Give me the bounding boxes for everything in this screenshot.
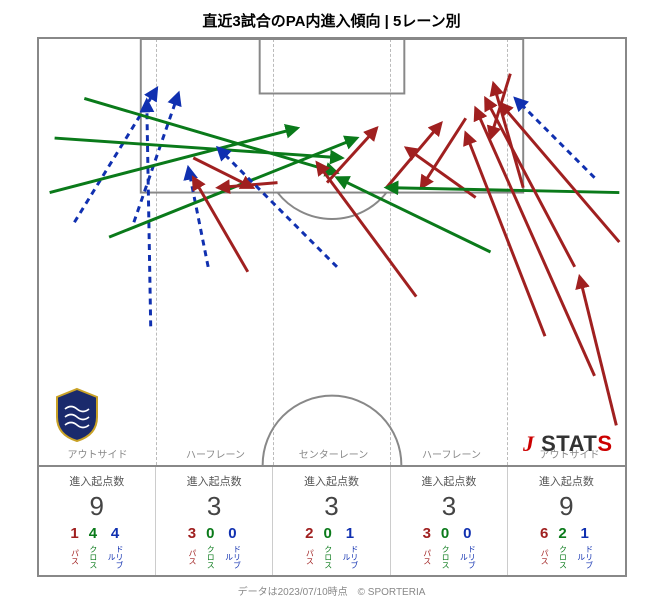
team-badge-icon xyxy=(53,387,101,443)
footer-text: データは2023/07/10時点 © SPORTERIA xyxy=(37,583,627,598)
stat-label: 進入起点数 xyxy=(41,473,153,489)
lane-stat-1: 進入起点数 3 3 パス 0 クロス 0 ドリブル xyxy=(156,467,273,575)
dribble-count: 0 xyxy=(459,526,475,541)
pass-count: 3 xyxy=(423,526,431,541)
arrow-pass xyxy=(218,183,277,188)
pitch-svg xyxy=(39,39,625,465)
dribble-count: 4 xyxy=(107,526,123,541)
pitch-area: アウトサイド ハーフレーン センターレーン ハーフレーン アウトサイド J ST… xyxy=(37,37,627,467)
arrow-pass xyxy=(386,123,440,187)
stat-label: 進入起点数 xyxy=(510,473,622,489)
stat-label: 進入起点数 xyxy=(158,473,270,489)
cross-label: クロス xyxy=(441,543,449,571)
cross-count: 0 xyxy=(441,526,449,541)
pass-label: パス xyxy=(305,543,313,571)
arrow-dribble xyxy=(146,100,150,326)
stat-label: 進入起点数 xyxy=(275,473,387,489)
dribble-label: ドリブル xyxy=(459,543,475,571)
pass-label: パス xyxy=(423,543,431,571)
dribble-count: 1 xyxy=(342,526,358,541)
lane-stats-row: 進入起点数 9 1 パス 4 クロス 4 ドリブル 進入起点数 3 3 パス 0 クロス … xyxy=(37,467,627,577)
arrow-pass xyxy=(421,118,466,187)
stat-label: 進入起点数 xyxy=(393,473,505,489)
arrow-dribble xyxy=(188,168,208,267)
stat-total: 3 xyxy=(275,491,387,522)
pass-label: パス xyxy=(71,543,79,571)
stat-total: 3 xyxy=(393,491,505,522)
cross-label: クロス xyxy=(324,543,332,571)
lane-stat-2: 進入起点数 3 2 パス 0 クロス 1 ドリブル xyxy=(273,467,390,575)
lane-name-1: ハーフレーン xyxy=(157,446,275,461)
cross-count: 4 xyxy=(89,526,97,541)
arrow-pass xyxy=(475,108,594,375)
arrow-pass xyxy=(327,128,377,182)
arrow-pass xyxy=(579,277,616,426)
dribble-count: 1 xyxy=(577,526,593,541)
lane-stat-0: 進入起点数 9 1 パス 4 クロス 4 ドリブル xyxy=(39,467,156,575)
dribble-label: ドリブル xyxy=(577,543,593,571)
stat-total: 3 xyxy=(158,491,270,522)
cross-label: クロス xyxy=(206,543,214,571)
arrow-pass xyxy=(493,84,523,188)
pass-count: 6 xyxy=(540,526,548,541)
lane-stat-4: 進入起点数 9 6 パス 2 クロス 1 ドリブル xyxy=(508,467,624,575)
pass-count: 1 xyxy=(70,526,78,541)
dribble-label: ドリブル xyxy=(107,543,123,571)
stat-total: 9 xyxy=(510,491,622,522)
lane-name-3: ハーフレーン xyxy=(393,446,511,461)
cross-label: クロス xyxy=(559,543,567,571)
pass-label: パス xyxy=(540,543,548,571)
stat-total: 9 xyxy=(41,491,153,522)
chart-title: 直近3試合のPA内進入傾向 | 5レーン別 xyxy=(10,10,653,31)
dribble-label: ドリブル xyxy=(342,543,358,571)
arrow-pass xyxy=(485,98,574,266)
cross-count: 2 xyxy=(558,526,566,541)
lane-name-0: アウトサイド xyxy=(39,446,157,461)
arrow-pass xyxy=(317,163,416,297)
jstats-logo: J STATS xyxy=(523,431,612,457)
cross-count: 0 xyxy=(324,526,332,541)
pass-count: 3 xyxy=(188,526,196,541)
pass-count: 2 xyxy=(305,526,313,541)
dribble-count: 0 xyxy=(224,526,240,541)
cross-count: 0 xyxy=(206,526,214,541)
lane-stat-3: 進入起点数 3 3 パス 0 クロス 0 ドリブル xyxy=(391,467,508,575)
pass-label: パス xyxy=(188,543,196,571)
dribble-label: ドリブル xyxy=(224,543,240,571)
lane-name-2: センターレーン xyxy=(275,446,393,461)
cross-label: クロス xyxy=(89,543,97,571)
